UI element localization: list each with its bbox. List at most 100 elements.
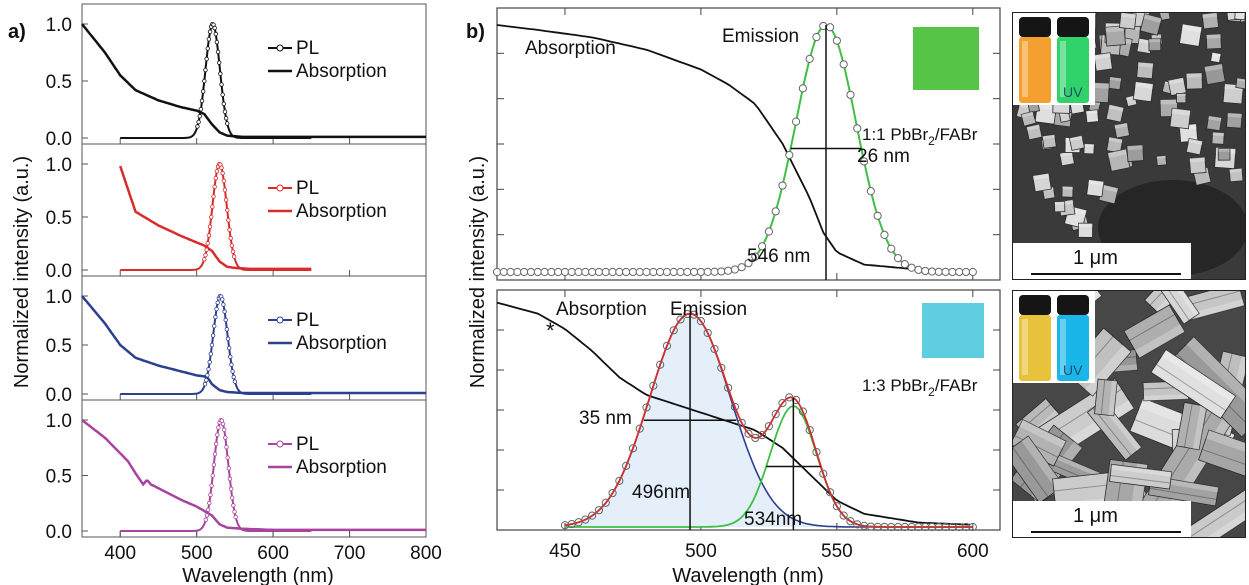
pl-marker (214, 168, 220, 174)
pl-marker (220, 92, 225, 97)
emission-marker (628, 267, 638, 277)
pl-marker (225, 336, 231, 341)
crystal-face (1185, 137, 1204, 156)
emission-marker (594, 506, 604, 515)
pl-marker (231, 374, 236, 380)
pl-marker (230, 495, 235, 500)
crystal-face (1085, 109, 1100, 124)
pl-marker (209, 483, 214, 488)
emission-marker (873, 211, 882, 220)
pl-marker (232, 509, 237, 514)
emission-marker (737, 263, 746, 272)
y-axis-label: Normalized intensity (a.u.) (467, 156, 489, 388)
emission-marker (662, 341, 672, 350)
crystal-highlight (1163, 291, 1200, 317)
crystal-face (1105, 103, 1125, 123)
sem-crystal (1205, 33, 1222, 50)
sem-crystal (1167, 76, 1187, 97)
pl-marker (226, 218, 231, 223)
sem-crystal (1176, 401, 1208, 451)
pl-marker (212, 323, 217, 329)
crystal-highlight (1187, 299, 1245, 321)
emission-marker (656, 360, 665, 369)
crystal-face (1109, 463, 1173, 490)
crystal-highlight (1229, 168, 1243, 173)
crystal-face (1201, 13, 1220, 30)
vial-uv-cap (1057, 295, 1089, 315)
emission-marker (825, 488, 835, 497)
legend-pl-marker (276, 440, 284, 448)
panel-a: a) Normalized intensity (a.u.) 0.0 0.5 1.0 PL… (8, 3, 442, 585)
emission-label: Emission (722, 26, 799, 47)
sample-label-tail: /FABr (935, 125, 978, 144)
emission-marker (588, 511, 597, 520)
x-tick-label: 800 (410, 543, 442, 564)
emission-marker (710, 267, 719, 276)
crystal-layer (1129, 313, 1176, 341)
sem-crystal (1169, 107, 1192, 130)
emission-marker (778, 399, 787, 408)
crystal-highlight (1088, 179, 1104, 186)
legend-absorption-label: Absorption (296, 61, 387, 82)
crystal-face (1132, 81, 1154, 103)
emission-marker (554, 267, 563, 277)
pl-marker (229, 362, 234, 367)
pl-marker (204, 247, 209, 252)
crystal-layer (1201, 448, 1245, 476)
pl-marker (206, 367, 211, 372)
legend-pl-label: PL (296, 434, 319, 455)
x-axis-label: Wavelength (nm) (182, 565, 334, 585)
crystal-layer (1157, 291, 1190, 321)
sem-crystal (1156, 155, 1167, 166)
pl-marker (227, 476, 233, 482)
crystal-highlight (1126, 144, 1143, 151)
sem-crystal (1061, 185, 1074, 198)
emission-marker (608, 267, 617, 277)
emission-marker (499, 267, 508, 277)
emission-marker (744, 429, 753, 438)
vial-uv-glint (1060, 319, 1066, 375)
crystal-face (1235, 77, 1245, 90)
x-tick-label: 500 (685, 541, 717, 562)
crystal-highlight (1211, 52, 1222, 57)
crystal-face (1123, 304, 1186, 359)
emission-marker (968, 267, 977, 277)
crystal-highlight (1032, 173, 1050, 181)
vial-daylight-cap (1019, 295, 1051, 315)
sem-crystal (1109, 463, 1173, 490)
crystal-face (1176, 401, 1208, 451)
emission-marker (921, 266, 930, 276)
sem-image-top: UV 1 μm (1012, 12, 1246, 280)
sem-crystal (1201, 13, 1220, 30)
pl-marker (213, 314, 218, 320)
absorption-label: Absorption (525, 38, 616, 59)
sem-crystal (1059, 150, 1075, 167)
emission-marker (859, 157, 869, 166)
emission-marker (717, 363, 726, 372)
pl-marker (223, 435, 228, 440)
crystal-face (1083, 143, 1095, 155)
sem-crystal (1136, 61, 1154, 80)
color-swatch (922, 303, 984, 358)
crystal-face (1205, 33, 1222, 50)
vial-uv-cap (1057, 17, 1089, 37)
pl-marker (207, 500, 212, 506)
emission-marker (819, 469, 828, 478)
scale-bar-label: 1 μm (1073, 505, 1118, 527)
emission-marker (608, 488, 617, 498)
emission-marker (574, 267, 583, 277)
emission-marker (914, 265, 923, 274)
legend-pl-marker (276, 44, 284, 52)
sem-crystal (1228, 167, 1244, 183)
crystal-highlight (1184, 504, 1245, 537)
crystal-highlight (1208, 115, 1222, 122)
emission-marker (934, 267, 943, 276)
vial-daylight-body (1019, 315, 1051, 381)
emission-label: Emission (670, 299, 747, 320)
crystal-layer (1014, 435, 1059, 458)
crystal-highlight (1161, 349, 1236, 403)
crystal-highlight (1205, 430, 1245, 464)
sem-crystal (1086, 179, 1105, 198)
emission-marker (526, 267, 536, 277)
pl-marker (223, 197, 229, 203)
